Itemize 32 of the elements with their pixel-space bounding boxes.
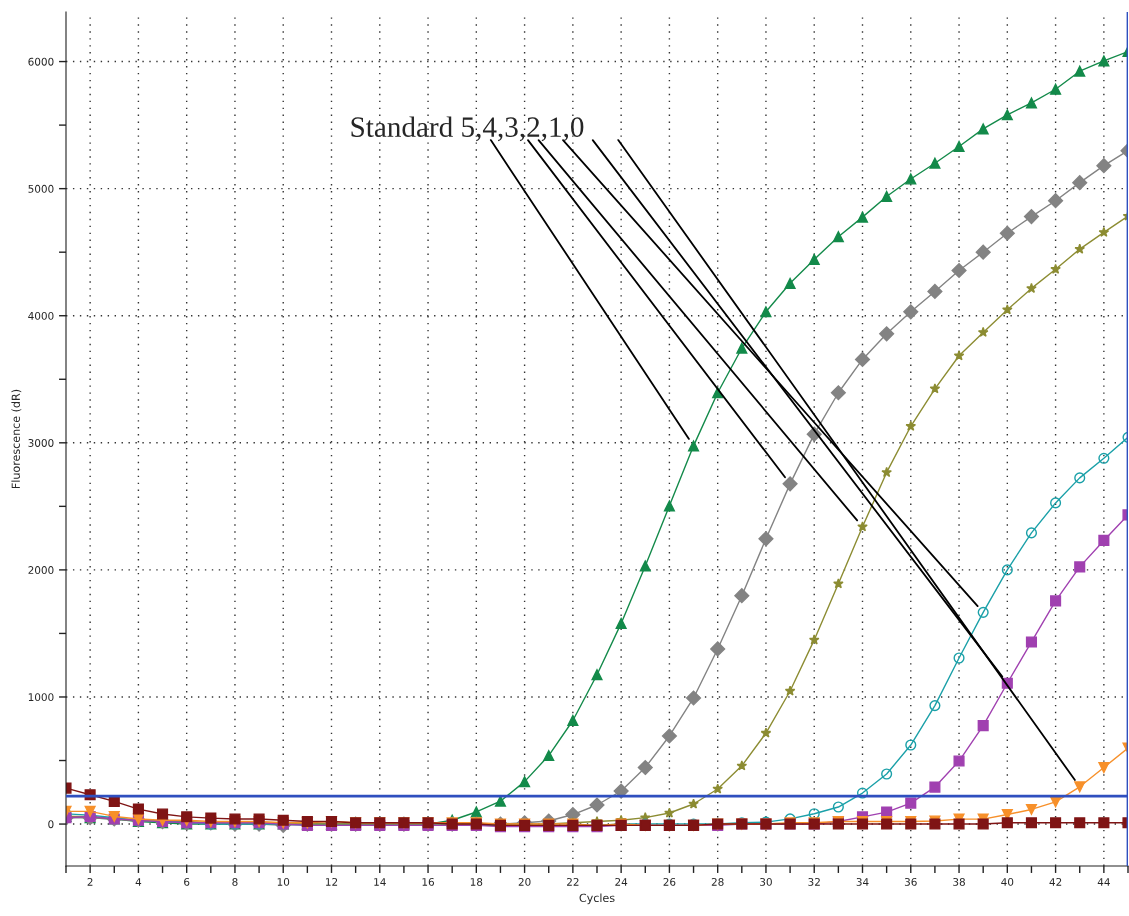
x-tick-label: 6 bbox=[184, 877, 190, 886]
y-tick-label: 4000 bbox=[28, 311, 54, 320]
x-tick-label: 12 bbox=[326, 877, 338, 886]
x-tick-label: 34 bbox=[856, 877, 869, 886]
y-tick-label: 6000 bbox=[28, 57, 54, 66]
x-tick-label: 28 bbox=[711, 877, 724, 886]
x-tick-label: 32 bbox=[808, 877, 820, 886]
x-tick-label: 10 bbox=[277, 877, 290, 886]
x-tick-label: 26 bbox=[663, 877, 676, 886]
x-tick-label: 20 bbox=[518, 877, 531, 886]
annotation: Standard 5,4,3,2,1,0 bbox=[351, 116, 584, 142]
x-tick-label: 38 bbox=[953, 877, 965, 886]
x-tick-label: 4 bbox=[135, 878, 142, 886]
x-tick-label: 14 bbox=[374, 878, 386, 886]
x-tick-label: 30 bbox=[760, 877, 772, 886]
x-tick-label: 36 bbox=[904, 877, 917, 886]
x-tick-label: 2 bbox=[87, 877, 93, 886]
x-tick-label: 40 bbox=[1001, 877, 1014, 886]
x-tick-label: 8 bbox=[232, 877, 238, 886]
y-tick-label: 0 bbox=[48, 820, 54, 829]
y-tick-label: 5000 bbox=[28, 184, 54, 193]
x-tick-label: 42 bbox=[1049, 877, 1062, 886]
y-tick-label: 3000 bbox=[28, 439, 54, 447]
x-tick-label: 18 bbox=[470, 877, 483, 886]
y-axis-title: Fluorescence (dR) bbox=[11, 389, 22, 488]
x-tick-label: 22 bbox=[567, 877, 579, 886]
y-tick-label: 1000 bbox=[28, 693, 54, 702]
y-tick-label: 2000 bbox=[28, 566, 54, 574]
x-tick-label: 24 bbox=[615, 877, 628, 886]
x-tick-label: 16 bbox=[422, 877, 435, 886]
x-axis-title: Cycles bbox=[579, 893, 615, 905]
x-tick-label: 44 bbox=[1097, 878, 1110, 886]
